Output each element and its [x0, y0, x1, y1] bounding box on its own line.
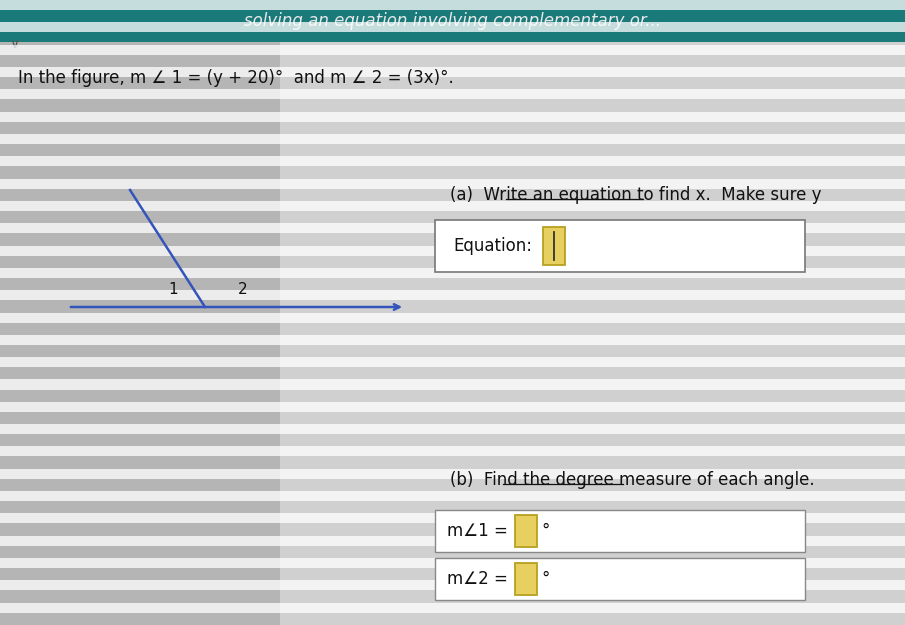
- Bar: [0, 223, 905, 233]
- Text: m∠1 =: m∠1 =: [447, 522, 508, 540]
- Bar: [0, 602, 905, 612]
- Text: (a)  Write an equation to find x.  Make sure y: (a) Write an equation to find x. Make su…: [450, 186, 822, 204]
- Bar: [0, 22, 905, 32]
- Bar: [0, 469, 905, 479]
- Bar: [0, 268, 905, 278]
- Bar: [0, 156, 905, 166]
- Bar: [0, 0, 905, 10]
- Text: °: °: [541, 522, 549, 540]
- Bar: [435, 220, 805, 272]
- Bar: [0, 424, 905, 434]
- Bar: [0, 89, 905, 99]
- Bar: [515, 515, 537, 547]
- Bar: [0, 558, 905, 568]
- Bar: [543, 227, 565, 265]
- Text: °: °: [541, 570, 549, 588]
- Bar: [0, 312, 905, 322]
- Text: 1: 1: [168, 282, 177, 298]
- Bar: [0, 581, 905, 591]
- Bar: [0, 0, 905, 42]
- Bar: [0, 44, 905, 54]
- Text: Equation:: Equation:: [453, 237, 532, 255]
- Bar: [0, 357, 905, 367]
- Bar: [0, 201, 905, 211]
- Bar: [0, 290, 905, 300]
- Bar: [515, 563, 537, 595]
- Text: solving an equation involving complementary or...: solving an equation involving complement…: [243, 12, 661, 30]
- Bar: [0, 536, 905, 546]
- Bar: [0, 179, 905, 189]
- Bar: [280, 42, 905, 625]
- Bar: [435, 558, 805, 600]
- Bar: [0, 402, 905, 412]
- Bar: [0, 491, 905, 501]
- Bar: [0, 246, 905, 256]
- Text: (b)  Find the degree measure of each angle.: (b) Find the degree measure of each angl…: [450, 471, 814, 489]
- Bar: [0, 379, 905, 389]
- Bar: [0, 446, 905, 456]
- Text: In the figure, m ∠ 1 = (y + 20)°  and m ∠ 2 = (3x)°.: In the figure, m ∠ 1 = (y + 20)° and m ∠…: [18, 69, 453, 87]
- Bar: [435, 510, 805, 552]
- Text: 2: 2: [238, 282, 248, 298]
- Bar: [0, 134, 905, 144]
- Text: ∨: ∨: [9, 37, 19, 51]
- Bar: [0, 513, 905, 524]
- Bar: [0, 335, 905, 345]
- Bar: [0, 67, 905, 77]
- Bar: [0, 112, 905, 122]
- Text: m∠2 =: m∠2 =: [447, 570, 508, 588]
- Bar: [0, 42, 280, 625]
